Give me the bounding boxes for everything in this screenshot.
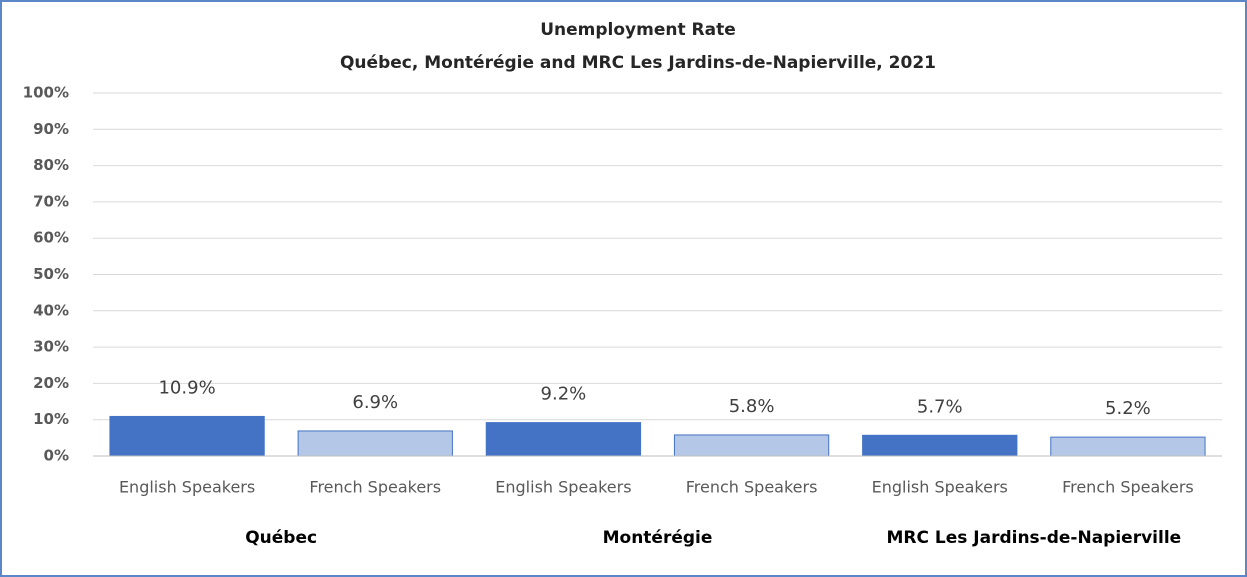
- bar: [109, 415, 265, 457]
- y-tick-label: 30%: [33, 338, 69, 356]
- y-tick-label: 20%: [33, 374, 69, 392]
- group-label: Québec: [245, 528, 317, 548]
- y-tick-label: 40%: [33, 301, 69, 319]
- y-tick-label: 90%: [33, 120, 69, 138]
- group-label: Montérégie: [603, 528, 713, 548]
- y-tick-label: 70%: [33, 192, 69, 210]
- value-label: 10.9%: [158, 377, 215, 398]
- group-label: MRC Les Jardins-de-Napierville: [886, 528, 1181, 548]
- x-tick-label: French Speakers: [1062, 478, 1194, 497]
- bar: [485, 422, 642, 457]
- bar: [1050, 436, 1206, 457]
- x-tick-label: English Speakers: [495, 478, 631, 497]
- x-tick-label: French Speakers: [686, 478, 818, 497]
- value-label: 9.2%: [541, 384, 587, 405]
- value-label: 6.9%: [352, 392, 398, 413]
- y-tick-label: 0%: [44, 447, 69, 465]
- chart-title: Unemployment Rate: [540, 20, 736, 40]
- value-label: 5.7%: [917, 396, 963, 417]
- x-tick-label: French Speakers: [309, 478, 441, 497]
- value-label: 5.2%: [1105, 398, 1151, 419]
- x-tick-label: English Speakers: [872, 478, 1008, 497]
- bar: [862, 434, 1018, 457]
- y-tick-label: 80%: [33, 156, 69, 174]
- y-tick-label: 100%: [23, 84, 69, 102]
- y-tick-label: 10%: [33, 410, 69, 428]
- value-label: 5.8%: [729, 396, 775, 417]
- y-tick-label: 50%: [33, 265, 69, 283]
- x-tick-label: English Speakers: [119, 478, 255, 497]
- bar: [673, 434, 830, 457]
- chart-subtitle: Québec, Montérégie and MRC Les Jardins-d…: [340, 53, 936, 73]
- bar: [297, 430, 453, 457]
- y-tick-label: 60%: [33, 229, 69, 247]
